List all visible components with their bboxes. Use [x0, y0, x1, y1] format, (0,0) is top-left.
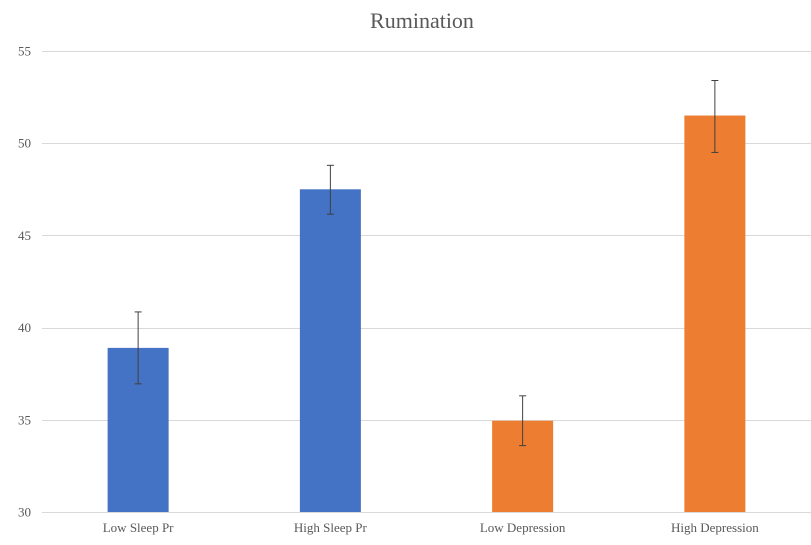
y-axis-tick-labels: 30 35 40 45 50 55	[18, 44, 31, 520]
chart-title: Rumination	[370, 8, 474, 33]
x-category-label: Low Depression	[480, 520, 566, 535]
y-tick-label: 40	[18, 320, 31, 335]
y-tick-label: 55	[18, 44, 31, 59]
error-bar	[711, 80, 719, 153]
y-tick-label: 30	[18, 505, 31, 520]
bars	[107, 115, 746, 513]
error-bar	[519, 395, 527, 447]
y-tick-label: 50	[18, 136, 31, 151]
x-category-label: Low Sleep Pr	[103, 520, 174, 535]
x-category-label: High Depression	[671, 520, 759, 535]
gridlines	[42, 51, 811, 513]
error-bars	[134, 80, 719, 447]
y-tick-label: 35	[18, 412, 31, 427]
bar	[299, 189, 361, 513]
x-axis-category-labels: Low Sleep Pr High Sleep Pr Low Depression H…	[103, 520, 760, 535]
y-tick-label: 45	[18, 228, 31, 243]
bar	[684, 115, 746, 512]
error-bar	[326, 164, 334, 215]
error-bar	[134, 311, 142, 385]
x-category-label: High Sleep Pr	[294, 520, 368, 535]
